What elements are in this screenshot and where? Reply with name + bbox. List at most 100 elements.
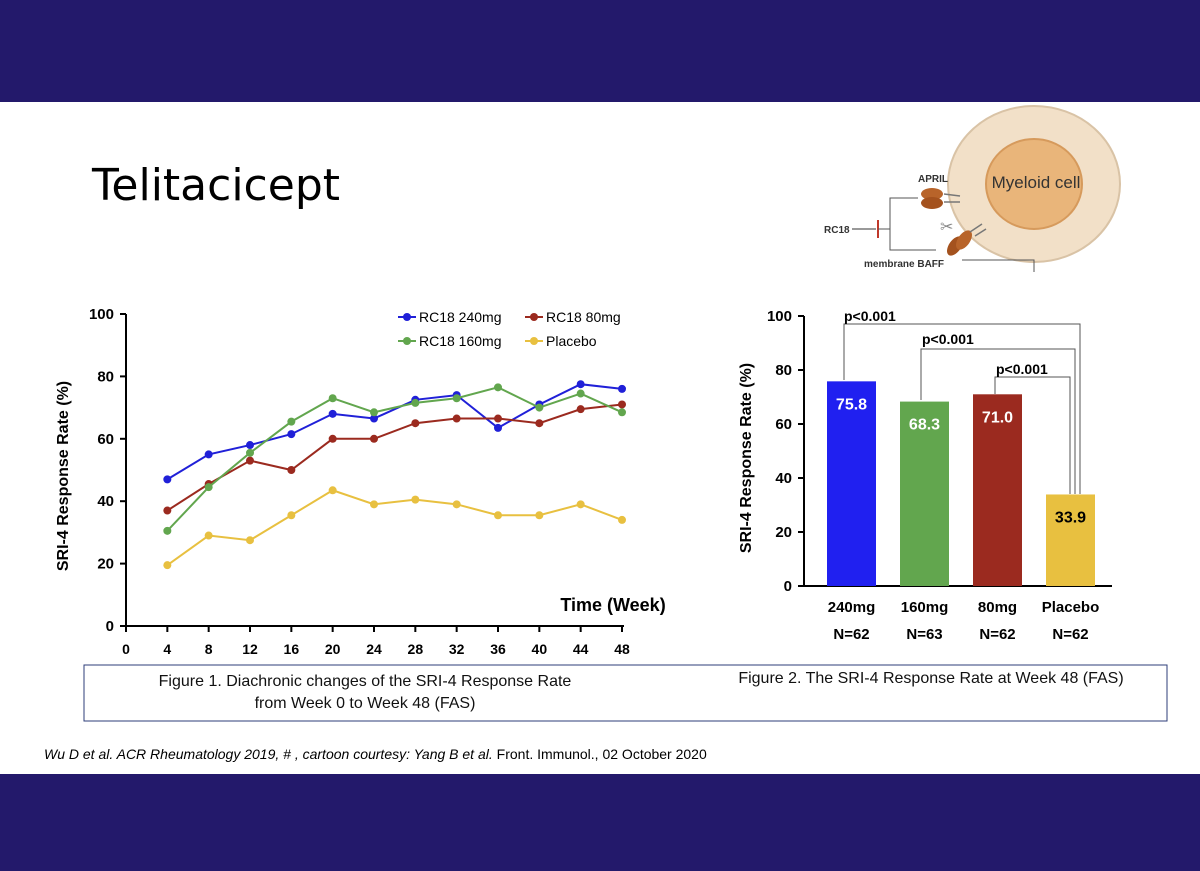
pvalue-80-vs-placebo: p<0.001 xyxy=(996,361,1048,377)
x-tick-label: 12 xyxy=(242,641,258,657)
n-label: N=62 xyxy=(833,626,869,643)
legend-label: RC18 240mg xyxy=(419,309,502,325)
data-point xyxy=(576,500,585,509)
citation-journal: Front. Immunol., 02 October 2020 xyxy=(492,746,707,762)
slide-graphics: Myeloid cell APRIL RC18 ✂ membrane BAFF … xyxy=(55,105,1168,722)
figure1-caption-line1: Figure 1. Diachronic changes of the SRI-… xyxy=(159,673,572,690)
figure2-caption: Figure 2. The SRI-4 Response Rate at Wee… xyxy=(738,670,1123,687)
y-tick-label: 80 xyxy=(97,368,114,385)
bar-chart-significance: p<0.001 p<0.001 p<0.001 xyxy=(843,308,1081,494)
data-point xyxy=(370,500,378,509)
y-tick-label: 0 xyxy=(106,618,114,635)
rc18-label: RC18 xyxy=(824,225,850,236)
bar-chart-bars: 75.8 68.3 71.0 33.9 xyxy=(827,381,1095,586)
x-tick-label: 44 xyxy=(573,641,589,657)
legend-marker xyxy=(403,313,411,321)
data-point xyxy=(204,450,213,459)
april-protein-icon xyxy=(921,188,943,200)
line-chart-series xyxy=(163,380,626,570)
data-point xyxy=(452,500,461,509)
scissors-icon: ✂ xyxy=(940,219,953,236)
bar xyxy=(827,381,876,586)
pvalue-240-vs-placebo: p<0.001 xyxy=(844,308,896,324)
data-point xyxy=(328,394,337,403)
pvalue-160-vs-placebo: p<0.001 xyxy=(922,331,974,347)
y-tick-label: 100 xyxy=(89,306,114,323)
x-tick-label: 8 xyxy=(205,641,213,657)
data-point xyxy=(163,506,172,515)
legend-label: Placebo xyxy=(546,333,597,349)
y-tick-label: 20 xyxy=(775,524,792,541)
citation-authors: Wu D et al. ACR Rheumatology 2019, # , c… xyxy=(44,746,493,762)
data-point xyxy=(494,423,502,432)
cell-label: Myeloid cell xyxy=(992,173,1081,192)
bar-value-label: 68.3 xyxy=(909,417,940,434)
bar-value-label: 75.8 xyxy=(836,396,867,413)
line-chart: SRI-4 Response Rate (%) Time (Week) 0 20 4… xyxy=(55,306,666,657)
data-point xyxy=(411,419,420,428)
x-tick-label: 48 xyxy=(614,641,630,657)
data-point xyxy=(618,400,626,409)
n-label: N=62 xyxy=(1052,626,1088,643)
baff-protein-icon-2 xyxy=(956,230,972,250)
data-point xyxy=(287,430,296,439)
legend-label: RC18 160mg xyxy=(419,333,502,349)
data-point xyxy=(618,408,626,417)
y-tick-label: 60 xyxy=(775,416,792,433)
myeloid-cell-cartoon: Myeloid cell APRIL RC18 ✂ membrane BAFF xyxy=(824,105,1121,272)
x-tick-label: 36 xyxy=(490,641,506,657)
y-tick-label: 0 xyxy=(784,578,792,595)
line-chart-yticks: 0 20 40 60 80 100 xyxy=(89,306,126,635)
legend-marker xyxy=(530,313,538,321)
data-point xyxy=(287,466,296,474)
x-tick-label: 32 xyxy=(449,641,465,657)
data-point xyxy=(494,414,502,423)
bar xyxy=(973,394,1022,586)
data-point xyxy=(370,408,378,417)
n-label: N=63 xyxy=(906,626,942,643)
category-label: 80mg xyxy=(978,599,1017,616)
data-point xyxy=(535,419,544,428)
data-point xyxy=(618,515,626,524)
figure1-caption-line2: from Week 0 to Week 48 (FAS) xyxy=(255,695,476,712)
data-point xyxy=(535,403,544,412)
y-tick-label: 80 xyxy=(775,362,792,379)
x-tick-label: 40 xyxy=(532,641,548,657)
category-label: 160mg xyxy=(901,599,949,616)
caption-box xyxy=(83,664,1168,722)
x-tick-label: 4 xyxy=(163,641,171,657)
x-tick-label: 0 xyxy=(122,641,130,657)
y-tick-label: 100 xyxy=(767,308,792,325)
y-tick-label: 20 xyxy=(97,556,114,573)
data-point xyxy=(204,483,213,492)
data-point xyxy=(576,405,585,414)
series-line xyxy=(166,383,623,481)
data-point xyxy=(494,383,502,392)
data-point xyxy=(163,561,172,570)
legend-marker xyxy=(403,337,411,345)
data-point xyxy=(204,531,213,540)
data-point xyxy=(328,486,337,495)
bar-chart-categories: 240mg N=62 160mg N=63 80mg N=62 Placebo N=62 xyxy=(828,599,1100,643)
data-point xyxy=(494,511,502,520)
data-point xyxy=(576,389,585,398)
april-protein-icon-2 xyxy=(921,197,943,209)
y-tick-label: 40 xyxy=(775,470,792,487)
april-label: APRIL xyxy=(918,174,948,185)
category-label: 240mg xyxy=(828,599,876,616)
line-chart-ylabel: SRI-4 Response Rate (%) xyxy=(55,381,72,571)
data-point xyxy=(163,526,172,535)
slide: Telitacicept Myeloid cell APRIL RC18 ✂ m… xyxy=(0,102,1200,774)
legend-marker xyxy=(530,337,538,345)
data-point xyxy=(535,511,544,520)
x-tick-label: 20 xyxy=(325,641,341,657)
bar-value-label: 71.0 xyxy=(982,409,1013,426)
data-point xyxy=(452,414,461,423)
data-point xyxy=(246,536,254,545)
data-point xyxy=(246,448,254,457)
data-point xyxy=(328,434,337,443)
baff-label: membrane BAFF xyxy=(864,259,944,270)
data-point xyxy=(287,511,296,520)
data-point xyxy=(328,409,337,418)
series-line xyxy=(166,386,623,532)
